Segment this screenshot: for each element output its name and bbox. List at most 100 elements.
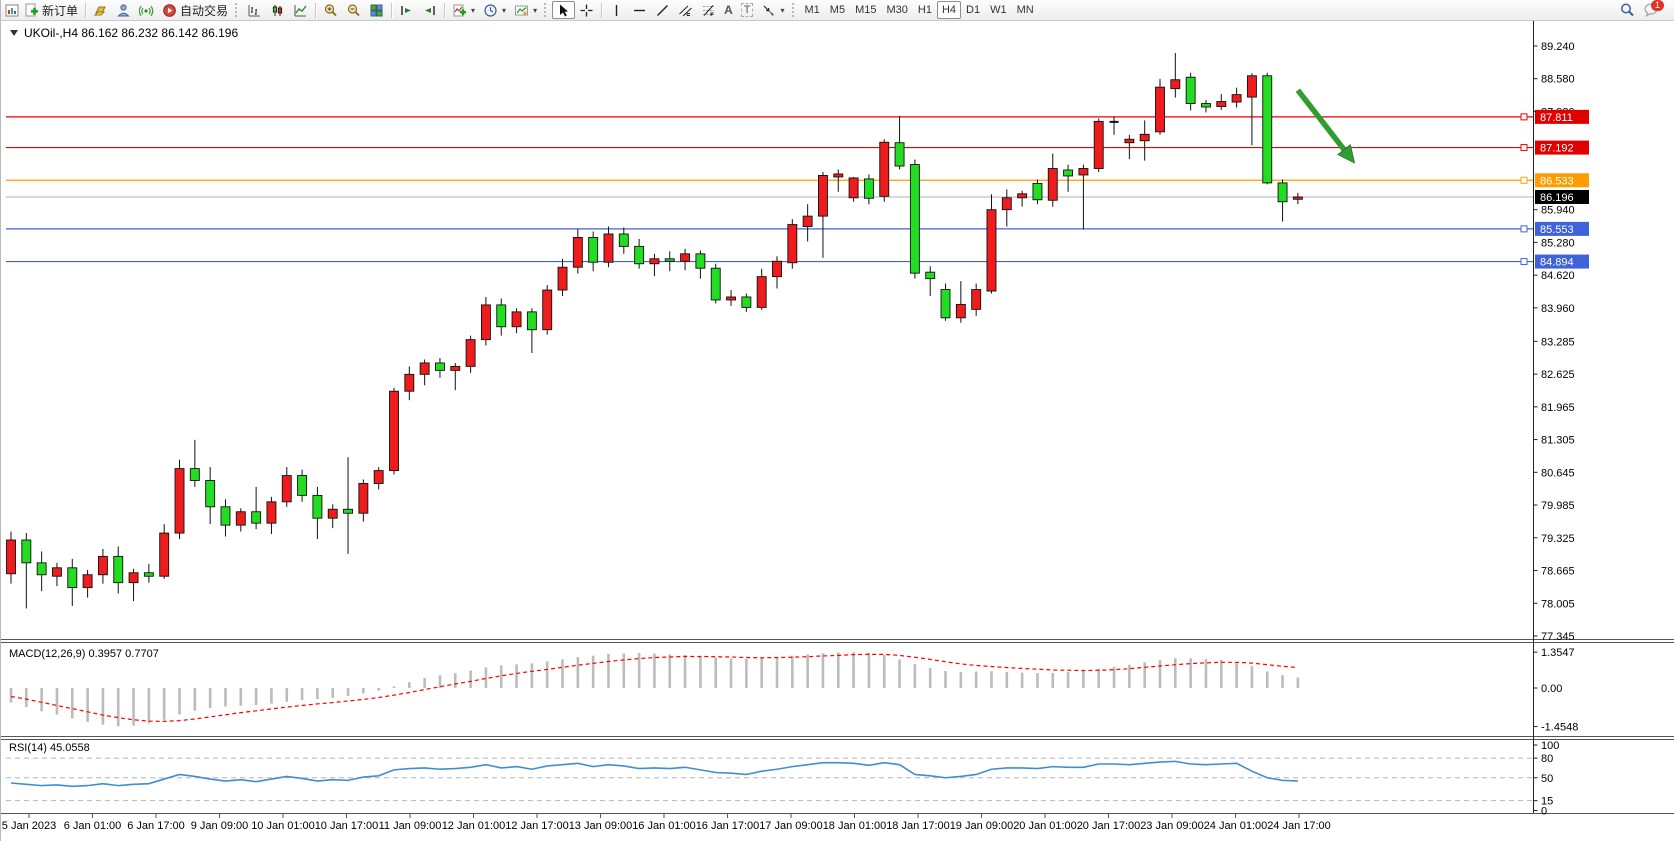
price-tick-label: 82.625 — [1541, 369, 1575, 381]
price-label-text: 84.894 — [1540, 257, 1574, 269]
price-label-badge[interactable] — [1535, 254, 1589, 269]
line-handle[interactable] — [1520, 225, 1528, 233]
candle-bear — [618, 233, 629, 247]
candle-bear — [205, 480, 216, 508]
horizontal-line-button[interactable] — [628, 1, 651, 19]
price-label-badge[interactable] — [1535, 140, 1589, 155]
price-tick-label: 85.940 — [1541, 205, 1575, 217]
price-label-badge[interactable] — [1535, 173, 1589, 188]
price-tick-label: 81.305 — [1541, 435, 1575, 447]
auto-scroll-button[interactable] — [395, 1, 418, 19]
periods-button[interactable]: ▾ — [479, 1, 510, 19]
candle-bear — [67, 567, 78, 589]
tile-windows-button[interactable] — [365, 1, 388, 19]
candle-bull — [511, 311, 522, 328]
time-tick-label: 20 Jan 17:00 — [1077, 820, 1141, 832]
price-tick-label: 77.345 — [1541, 631, 1575, 643]
rsi-tick-label: 15 — [1541, 796, 1553, 808]
fibonacci-button[interactable] — [697, 1, 720, 19]
candle-bear — [634, 245, 645, 265]
tab-timeframe-mn[interactable]: MN — [1012, 1, 1039, 19]
tab-timeframe-d1[interactable]: D1 — [961, 1, 985, 19]
time-tick-label: 16 Jan 17:00 — [696, 820, 760, 832]
line-handle[interactable] — [1520, 113, 1528, 121]
time-tick-label: 23 Jan 09:00 — [1140, 820, 1204, 832]
price-label-badge[interactable] — [1535, 221, 1589, 236]
time-tick-label: 24 Jan 17:00 — [1267, 820, 1331, 832]
chart-shift-button[interactable] — [418, 1, 441, 19]
candle-bear — [435, 362, 445, 371]
rsi-line — [10, 760, 1298, 788]
tab-timeframe-m1[interactable]: M1 — [800, 1, 825, 19]
vertical-line-button[interactable] — [605, 1, 628, 19]
candle-bear — [496, 304, 507, 328]
zoom-out-button[interactable] — [342, 1, 365, 19]
trend-arrow-head[interactable] — [1337, 144, 1356, 164]
gold-icon — [93, 3, 108, 18]
price-tick-label: 78.665 — [1541, 566, 1575, 578]
tab-timeframe-m5[interactable]: M5 — [825, 1, 850, 19]
line-handle[interactable] — [1520, 176, 1528, 184]
channel-button[interactable] — [674, 1, 697, 19]
trend-arrow-shaft[interactable] — [1295, 88, 1347, 152]
line-handle[interactable] — [1520, 258, 1528, 266]
candle-bear — [1201, 103, 1211, 108]
candle-bull — [358, 483, 369, 514]
navigator-button[interactable] — [112, 1, 135, 19]
price-label-text: 85.553 — [1540, 224, 1574, 236]
text-button[interactable]: A — [720, 1, 737, 19]
price-label-text: 87.811 — [1540, 112, 1573, 124]
time-tick-label: 20 Jan 01:00 — [1013, 820, 1077, 832]
candle-bull — [1216, 101, 1227, 107]
candle-bull — [772, 260, 782, 278]
rsi-tick-label: 100 — [1541, 740, 1559, 752]
text-label-button[interactable]: T — [737, 1, 758, 19]
tab-timeframe-h1[interactable]: H1 — [913, 1, 937, 19]
search-button[interactable] — [1615, 1, 1639, 19]
zoom-in-icon — [323, 3, 338, 18]
price-label-badge[interactable] — [1535, 109, 1589, 124]
zoom-in-button[interactable] — [319, 1, 342, 19]
time-tick-label: 10 Jan 17:00 — [315, 820, 379, 832]
candle-bear — [1277, 182, 1288, 203]
candle-bull — [281, 475, 292, 503]
tab-timeframe-h4[interactable]: H4 — [936, 1, 961, 19]
candle-bull — [450, 365, 461, 371]
auto-scroll-icon — [399, 3, 414, 18]
text-label-icon: T — [740, 3, 754, 17]
line-chart-button[interactable] — [289, 1, 312, 19]
chat-button[interactable]: 1 — [1639, 0, 1664, 19]
price-label-badge[interactable] — [1535, 189, 1589, 204]
market-watch-button[interactable] — [89, 1, 112, 19]
signals-button[interactable] — [135, 1, 158, 19]
candlestick-button[interactable] — [266, 1, 289, 19]
text-icon: A — [724, 3, 733, 17]
tab-timeframe-m15[interactable]: M15 — [850, 1, 881, 19]
chevron-down-icon: ▾ — [502, 5, 507, 15]
trendline-button[interactable] — [651, 1, 674, 19]
templates-button[interactable]: ▾ — [510, 1, 541, 19]
chart-dropdown-icon[interactable] — [10, 30, 18, 36]
arrows-button[interactable]: ▾ — [757, 1, 788, 19]
candle-bull — [174, 468, 185, 534]
new-order-button[interactable]: 新订单 — [20, 1, 82, 19]
tab-timeframe-w1[interactable]: W1 — [985, 1, 1012, 19]
indicators-button[interactable]: ▾ — [448, 1, 479, 19]
periods-icon — [483, 3, 498, 18]
price-tick-label: 81.965 — [1541, 402, 1575, 414]
tab-timeframe-m30[interactable]: M30 — [881, 1, 912, 19]
crosshair-button[interactable] — [575, 1, 598, 19]
line-handle[interactable] — [1520, 144, 1528, 152]
autotrading-button[interactable]: 自动交易 — [158, 1, 232, 19]
time-tick-label: 12 Jan 01:00 — [442, 820, 506, 832]
candle-bear — [695, 253, 706, 269]
time-tick-label: 6 Jan 01:00 — [64, 820, 122, 832]
bar-chart-button[interactable] — [243, 1, 266, 19]
chevron-down-icon: ▾ — [471, 5, 476, 15]
candle-bull — [128, 572, 139, 584]
candle-bull — [756, 276, 767, 308]
candle-bull — [419, 362, 430, 375]
cursor-button[interactable] — [552, 1, 576, 19]
horizontal-line-icon — [632, 3, 647, 18]
price-tick-label: 83.960 — [1541, 303, 1575, 315]
